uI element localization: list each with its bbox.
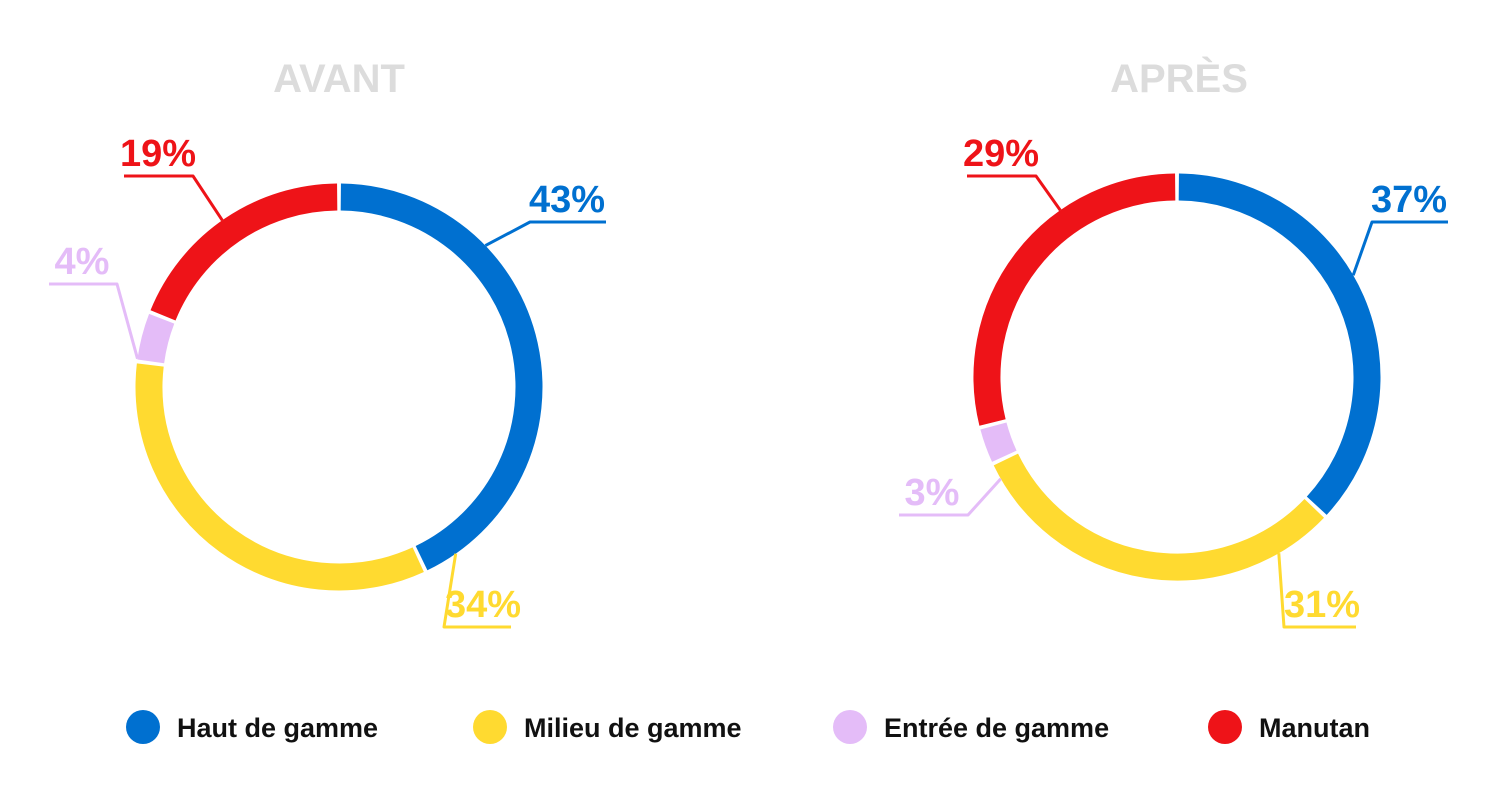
leader-line-milieu-de-gamme [442,553,511,629]
legend-swatch [126,710,160,744]
legend-label: Haut de gamme [177,713,378,743]
value-label-manutan: 19% [120,133,196,175]
value-label-haut-de-gamme: 43% [529,179,605,221]
leader-line-entree-de-gamme [899,477,1002,517]
donut-segment-milieu-de-gamme [993,453,1324,581]
legend-label: Entrée de gamme [884,713,1109,743]
value-label-entree-de-gamme: 4% [55,241,110,283]
chart-title: APRÈS [1110,56,1248,101]
donut-chart-avant: AVANT 43% 34% 4% 19% [49,57,606,629]
legend-label: Manutan [1259,713,1370,743]
donut-chart-apres: APRÈS 37% 31% 3% 29% [899,56,1448,629]
donut-segment-milieu-de-gamme [135,363,424,591]
value-label-haut-de-gamme: 37% [1371,179,1447,221]
legend-item-entree-de-gamme: Entrée de gamme [833,710,1109,744]
donut-segment-manutan [150,183,338,321]
chart-title: AVANT [273,57,405,101]
leader-line-milieu-de-gamme [1277,553,1356,629]
leader-line-manutan [967,174,1062,212]
legend-swatch [473,710,507,744]
donut-segment-haut-de-gamme [340,183,543,571]
leader-line-manutan [124,174,224,222]
legend-item-manutan: Manutan [1208,710,1370,744]
legend: Haut de gamme Milieu de gamme Entrée de ga… [126,710,1370,744]
value-label-milieu-de-gamme: 31% [1284,584,1360,626]
donut-segment-entree-de-gamme [137,313,175,364]
donut-segment-haut-de-gamme [1178,173,1381,515]
leader-line-haut-de-gamme [1351,220,1448,276]
legend-label: Milieu de gamme [524,713,742,743]
legend-item-milieu-de-gamme: Milieu de gamme [473,710,742,744]
value-label-manutan: 29% [963,133,1039,175]
legend-swatch [1208,710,1242,744]
value-label-entree-de-gamme: 3% [905,472,960,514]
legend-swatch [833,710,867,744]
value-label-milieu-de-gamme: 34% [445,584,521,626]
leader-line-entree-de-gamme [49,282,139,360]
legend-item-haut-de-gamme: Haut de gamme [126,710,378,744]
donut-segment-entree-de-gamme [980,422,1017,462]
leader-line-haut-de-gamme [484,220,606,247]
donut-segment-manutan [973,173,1176,426]
